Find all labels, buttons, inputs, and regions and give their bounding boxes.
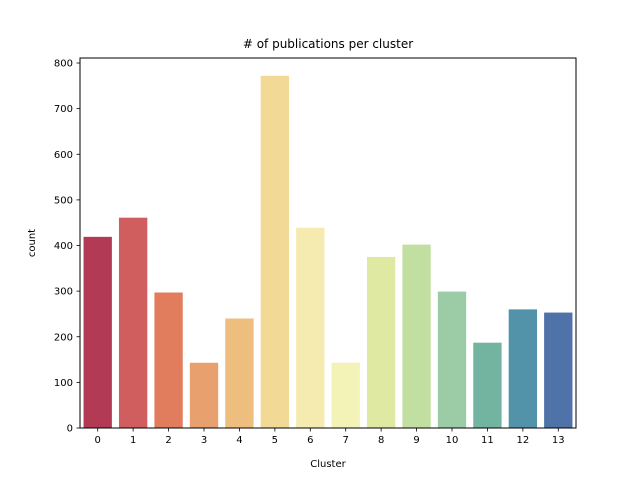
x-tick-label: 1 (130, 435, 136, 446)
x-axis-label: Cluster (310, 459, 346, 470)
x-tick-label: 11 (481, 435, 494, 446)
y-tick-label: 400 (54, 241, 73, 252)
bar-cluster-9 (402, 244, 431, 428)
y-tick-label: 200 (54, 332, 73, 343)
y-axis-label: count (27, 229, 38, 257)
x-tick-label: 5 (272, 435, 278, 446)
bars-group (83, 75, 573, 428)
x-tick-label: 6 (307, 435, 313, 446)
y-tick-label: 300 (54, 287, 73, 298)
x-tick-label: 8 (378, 435, 384, 446)
bar-cluster-12 (508, 309, 538, 428)
bar-cluster-3 (189, 362, 219, 428)
x-tick-label: 7 (343, 435, 349, 446)
y-tick-label: 600 (54, 150, 73, 161)
x-tick-label: 12 (516, 435, 529, 446)
plot-frame (79, 57, 577, 429)
x-tick-label: 4 (236, 435, 242, 446)
bar-cluster-4 (225, 318, 254, 428)
bar-cluster-8 (366, 256, 396, 428)
bar-cluster-6 (296, 227, 325, 428)
x-tick-label: 10 (446, 435, 459, 446)
x-tick-label: 9 (413, 435, 419, 446)
chart-title: # of publications per cluster (243, 37, 413, 51)
x-tick-label: 13 (552, 435, 565, 446)
y-tick-label: 700 (54, 104, 73, 115)
x-tick-label: 3 (201, 435, 207, 446)
y-tick-label: 800 (54, 59, 73, 70)
bar-cluster-7 (331, 362, 360, 428)
bar-cluster-11 (473, 342, 502, 428)
y-axis-ticks: 0 100 200 300 400 500 600 700 800 (54, 59, 80, 435)
y-tick-label: 100 (54, 378, 73, 389)
y-tick-label: 500 (54, 195, 73, 206)
bar-cluster-1 (118, 217, 148, 428)
bar-cluster-5 (260, 75, 290, 428)
x-tick-label: 0 (95, 435, 101, 446)
x-tick-label: 2 (165, 435, 171, 446)
x-axis-ticks: 0 1 2 3 4 5 6 7 8 9 10 11 12 13 (95, 428, 565, 446)
bar-cluster-2 (154, 292, 183, 428)
bar-cluster-13 (544, 312, 573, 428)
y-tick-label: 0 (67, 424, 73, 435)
bar-cluster-0 (83, 236, 112, 428)
bar-cluster-10 (437, 291, 467, 428)
